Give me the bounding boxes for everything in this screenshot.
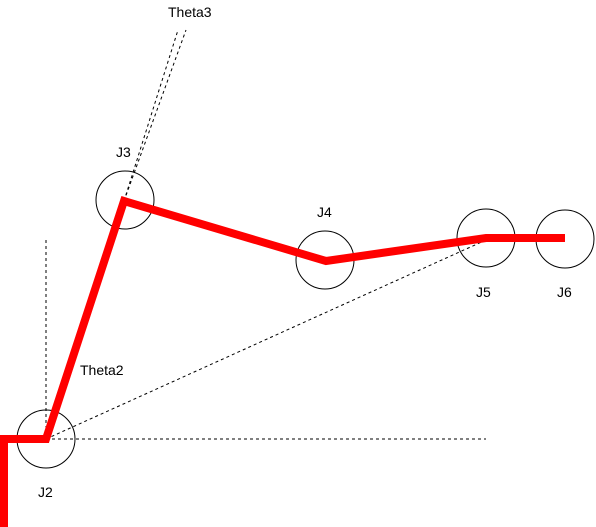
joint-j3-label: J3: [116, 144, 131, 160]
theta2-label: Theta2: [80, 362, 124, 378]
theta3-reference-line-a: [123, 29, 179, 202]
joint-j4-label: J4: [317, 204, 332, 220]
joint-j3-circle: [95, 170, 155, 230]
robot-arm-links: [0, 196, 565, 527]
theta3-label: Theta3: [168, 4, 212, 20]
joint-j5-label: J5: [476, 284, 491, 300]
joint-j6-label: J6: [557, 284, 572, 300]
joint-j2-label: J2: [38, 484, 53, 500]
theta3-reference-line-b: [123, 29, 187, 202]
j2-to-j5-line: [45, 239, 487, 440]
